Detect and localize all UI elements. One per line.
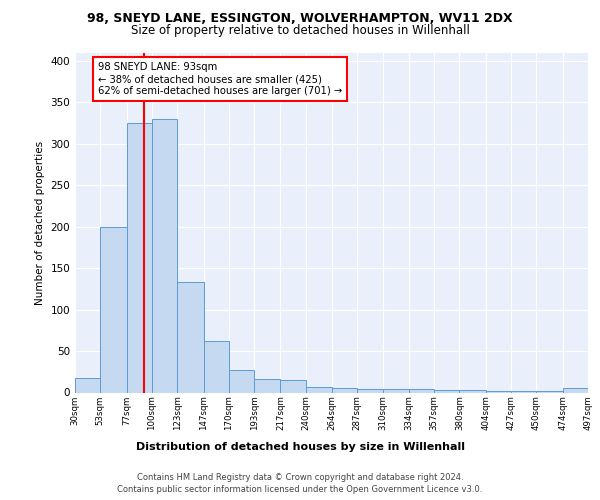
Text: Contains public sector information licensed under the Open Government Licence v3: Contains public sector information licen… <box>118 485 482 494</box>
Bar <box>409 389 434 392</box>
Bar <box>254 379 280 392</box>
Bar <box>152 119 177 392</box>
Bar <box>203 341 229 392</box>
Bar <box>460 390 486 392</box>
Bar <box>358 389 383 392</box>
Bar <box>127 123 152 392</box>
Bar <box>332 388 358 392</box>
Text: 98, SNEYD LANE, ESSINGTON, WOLVERHAMPTON, WV11 2DX: 98, SNEYD LANE, ESSINGTON, WOLVERHAMPTON… <box>87 12 513 26</box>
Bar <box>383 389 409 392</box>
Bar <box>100 226 127 392</box>
Y-axis label: Number of detached properties: Number of detached properties <box>35 140 45 304</box>
Bar <box>75 378 100 392</box>
Text: Size of property relative to detached houses in Willenhall: Size of property relative to detached ho… <box>131 24 469 37</box>
Text: Distribution of detached houses by size in Willenhall: Distribution of detached houses by size … <box>136 442 464 452</box>
Bar <box>486 391 511 392</box>
Bar <box>434 390 460 392</box>
Bar <box>536 391 563 392</box>
Bar <box>177 282 203 393</box>
Bar <box>563 388 588 392</box>
Text: 98 SNEYD LANE: 93sqm
← 38% of detached houses are smaller (425)
62% of semi-deta: 98 SNEYD LANE: 93sqm ← 38% of detached h… <box>98 62 343 96</box>
Bar <box>305 386 332 392</box>
Bar <box>511 391 536 392</box>
Text: Contains HM Land Registry data © Crown copyright and database right 2024.: Contains HM Land Registry data © Crown c… <box>137 472 463 482</box>
Bar <box>280 380 305 392</box>
Bar <box>229 370 254 392</box>
